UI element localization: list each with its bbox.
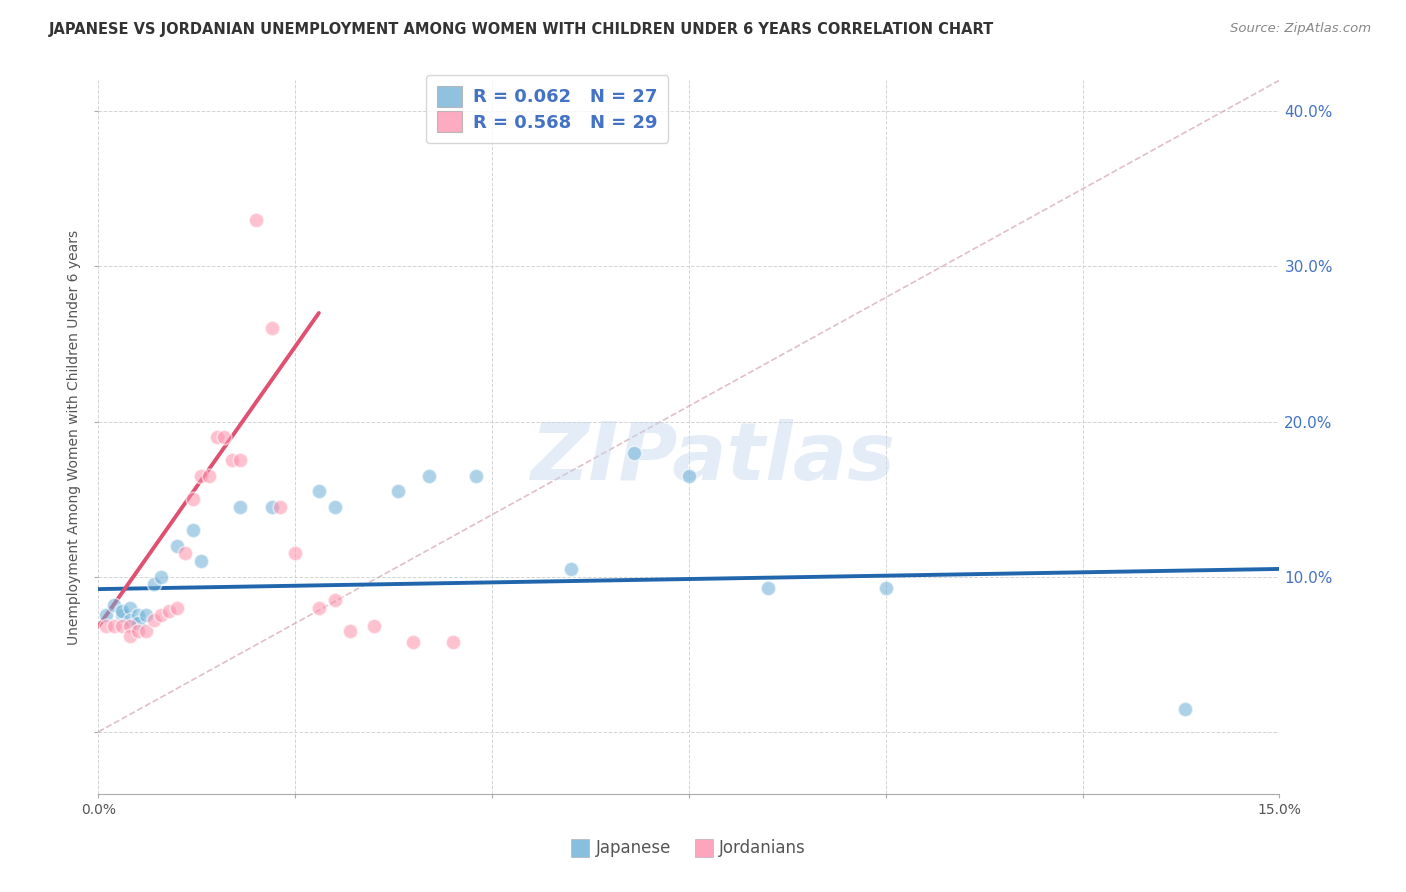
- Point: [135, 608, 157, 623]
- Point: [96, 619, 118, 633]
- Point: [103, 619, 125, 633]
- Text: JAPANESE VS JORDANIAN UNEMPLOYMENT AMONG WOMEN WITH CHILDREN UNDER 6 YEARS CORRE: JAPANESE VS JORDANIAN UNEMPLOYMENT AMONG…: [49, 22, 994, 37]
- Point: [111, 608, 134, 623]
- Point: [118, 613, 141, 627]
- Point: [465, 468, 488, 483]
- Point: [678, 468, 700, 483]
- Point: [174, 546, 197, 560]
- Point: [756, 581, 779, 595]
- Text: ZIPatlas: ZIPatlas: [530, 419, 896, 498]
- Point: [181, 492, 204, 507]
- Point: [229, 453, 252, 467]
- Text: Source: ZipAtlas.com: Source: ZipAtlas.com: [1230, 22, 1371, 36]
- Point: [190, 554, 212, 568]
- Point: [96, 608, 118, 623]
- Point: [205, 430, 228, 444]
- Point: [269, 500, 291, 514]
- Point: [111, 604, 134, 618]
- Point: [118, 600, 141, 615]
- Point: [623, 445, 645, 459]
- Point: [308, 600, 330, 615]
- Point: [560, 562, 582, 576]
- Point: [142, 577, 165, 591]
- Point: [387, 484, 409, 499]
- Point: [260, 321, 283, 335]
- Point: [157, 604, 180, 618]
- Point: [166, 600, 188, 615]
- Point: [260, 500, 283, 514]
- Point: [181, 523, 204, 537]
- Point: [875, 581, 897, 595]
- Point: [339, 624, 361, 638]
- Point: [111, 619, 134, 633]
- Point: [118, 629, 141, 643]
- Point: [441, 635, 464, 649]
- Point: [142, 613, 165, 627]
- Y-axis label: Unemployment Among Women with Children Under 6 years: Unemployment Among Women with Children U…: [67, 229, 82, 645]
- Point: [103, 598, 125, 612]
- Point: [190, 468, 212, 483]
- Point: [323, 593, 346, 607]
- Point: [284, 546, 307, 560]
- Point: [221, 453, 243, 467]
- Point: [308, 484, 330, 499]
- Point: [214, 430, 236, 444]
- Point: [166, 539, 188, 553]
- Point: [150, 570, 173, 584]
- Point: [150, 608, 173, 623]
- Point: [135, 624, 157, 638]
- Point: [245, 213, 267, 227]
- Point: [363, 619, 385, 633]
- Point: [197, 468, 219, 483]
- Point: [323, 500, 346, 514]
- Point: [229, 500, 252, 514]
- Point: [127, 608, 149, 623]
- Legend: Japanese, Jordanians: Japanese, Jordanians: [565, 833, 813, 864]
- Point: [127, 624, 149, 638]
- Point: [1174, 701, 1197, 715]
- Point: [127, 616, 149, 631]
- Point: [402, 635, 425, 649]
- Point: [118, 619, 141, 633]
- Point: [418, 468, 440, 483]
